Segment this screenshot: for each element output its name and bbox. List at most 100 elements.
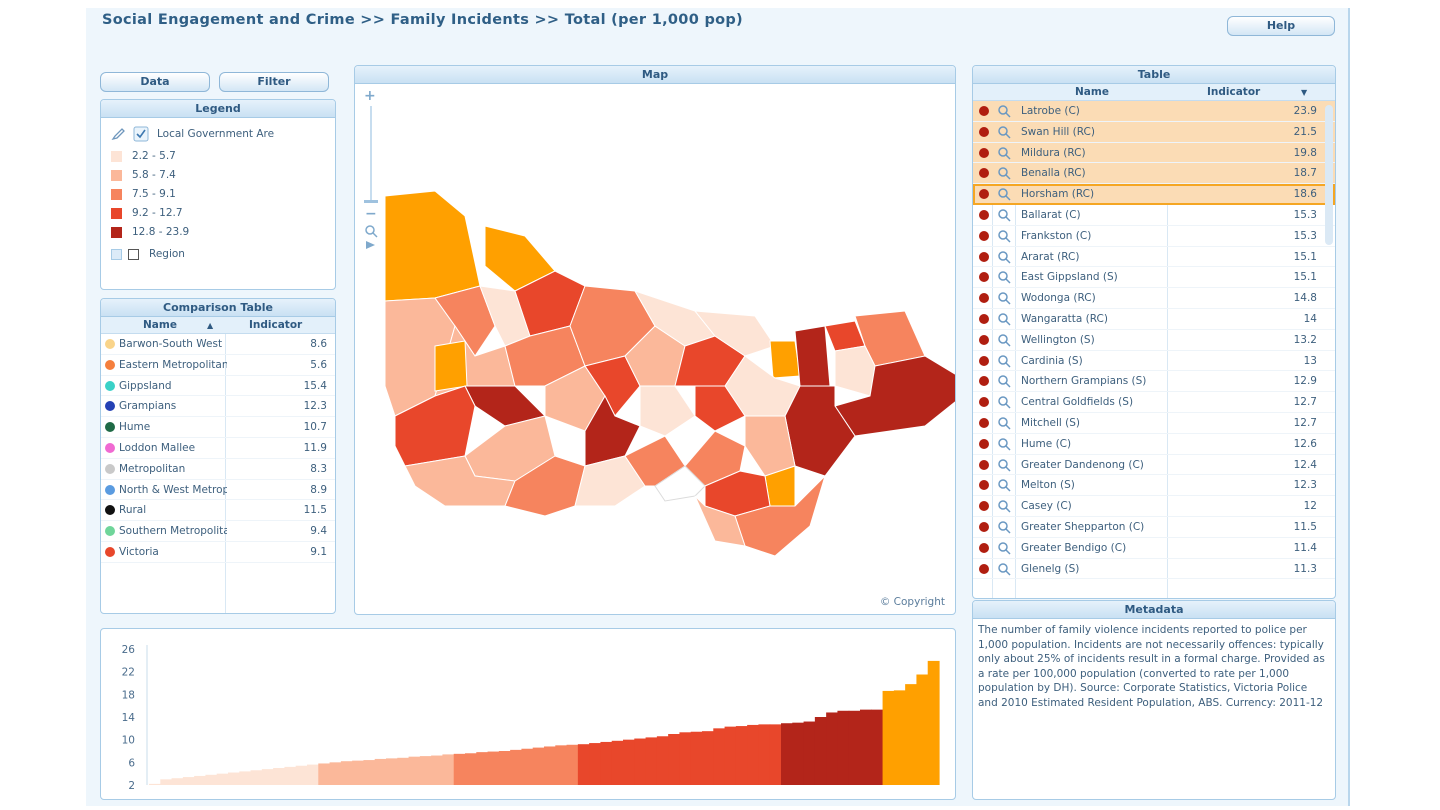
zoom-to-icon[interactable]: [997, 125, 1011, 139]
comparison-row[interactable]: Eastern Metropolitan 5.6: [101, 355, 335, 376]
chart-bar[interactable]: [656, 736, 669, 785]
chart-bar[interactable]: [668, 734, 681, 785]
chart-bar[interactable]: [747, 724, 760, 785]
zoom-to-icon[interactable]: [997, 208, 1011, 222]
zoom-to-icon[interactable]: [997, 312, 1011, 326]
table-row[interactable]: Horsham (RC) 18.6: [973, 184, 1335, 205]
chart-bar[interactable]: [228, 772, 240, 785]
chart-bar[interactable]: [758, 724, 771, 785]
zoom-to-icon[interactable]: [997, 229, 1011, 243]
chart-bar[interactable]: [521, 748, 534, 785]
zoom-to-icon[interactable]: [997, 478, 1011, 492]
chart-bar[interactable]: [690, 731, 703, 785]
comparison-row[interactable]: Hume 10.7: [101, 417, 335, 438]
table-row[interactable]: Casey (C) 12: [973, 496, 1335, 517]
zoom-to-icon[interactable]: [997, 541, 1011, 555]
chart-bar[interactable]: [340, 761, 353, 785]
map-region-central-3[interactable]: [639, 385, 696, 437]
chart-bar[interactable]: [442, 754, 455, 785]
chart-bar[interactable]: [419, 756, 432, 785]
map-region-wangaratta[interactable]: [794, 325, 831, 387]
chart-bar[interactable]: [814, 717, 827, 785]
chart-bar[interactable]: [826, 712, 839, 785]
table-row[interactable]: Mitchell (S) 12.7: [973, 413, 1335, 434]
chart-bar[interactable]: [724, 726, 737, 785]
table-row[interactable]: Latrobe (C) 23.9: [973, 101, 1335, 122]
map-region-central-4[interactable]: [574, 455, 646, 507]
table-row[interactable]: Frankston (C) 15.3: [973, 226, 1335, 247]
chart-bar[interactable]: [735, 726, 748, 785]
map-region-port-phillip[interactable]: [654, 465, 706, 502]
victoria-map[interactable]: [355, 86, 955, 606]
table-row[interactable]: Greater Dandenong (C) 12.4: [973, 455, 1335, 476]
map-region-alpine[interactable]: [834, 345, 876, 397]
chart-bar[interactable]: [250, 770, 263, 785]
pan-arrow-icon[interactable]: [365, 240, 377, 250]
zoom-to-icon[interactable]: [997, 562, 1011, 576]
map-copyright[interactable]: © Copyright: [879, 596, 945, 608]
comparison-row[interactable]: Victoria 9.1: [101, 542, 335, 563]
chart-bar[interactable]: [577, 744, 590, 785]
zoom-search-icon[interactable]: [364, 224, 378, 238]
zoom-to-icon[interactable]: [997, 333, 1011, 347]
chart-bar[interactable]: [329, 762, 342, 785]
chart-bar[interactable]: [318, 763, 331, 785]
table-row[interactable]: Swan Hill (RC) 21.5: [973, 121, 1335, 143]
comparison-row[interactable]: North & West Metropolitan 8.9: [101, 480, 335, 501]
zoom-to-icon[interactable]: [997, 416, 1011, 430]
map-region-horsham[interactable]: [434, 340, 468, 392]
table-row[interactable]: Benalla (RC) 18.7: [973, 163, 1335, 185]
chart-bar[interactable]: [679, 732, 692, 785]
chart-bar[interactable]: [905, 684, 918, 785]
table-row[interactable]: Greater Shepparton (C) 11.5: [973, 517, 1335, 538]
layer-checkbox[interactable]: [133, 126, 149, 142]
chart-bar[interactable]: [803, 721, 816, 785]
chart-bar[interactable]: [408, 756, 421, 785]
chart-bar[interactable]: [600, 741, 613, 785]
comparison-row[interactable]: Rural 11.5: [101, 500, 335, 522]
zoom-to-icon[interactable]: [997, 437, 1011, 451]
table-row[interactable]: East Gippsland (S) 15.1: [973, 267, 1335, 289]
zoom-to-icon[interactable]: [997, 354, 1011, 368]
chart-bar[interactable]: [284, 766, 297, 785]
comparison-row[interactable]: Southern Metropolitan 9.4: [101, 521, 335, 542]
chart-bar[interactable]: [916, 674, 929, 786]
chart-bar[interactable]: [589, 743, 602, 785]
zoom-in-icon[interactable]: +: [364, 88, 376, 104]
chart-bar[interactable]: [634, 738, 647, 785]
zoom-to-icon[interactable]: [997, 166, 1011, 180]
table-row[interactable]: Cardinia (S) 13: [973, 351, 1335, 372]
chart-bar[interactable]: [544, 746, 556, 785]
chart-bar[interactable]: [453, 753, 466, 785]
chart-bar[interactable]: [307, 764, 319, 785]
chart-bar[interactable]: [893, 690, 906, 785]
sort-asc-icon[interactable]: ▲: [207, 321, 214, 330]
chart-bar[interactable]: [216, 773, 229, 785]
map-region-nw-2[interactable]: [434, 285, 496, 357]
zoom-to-icon[interactable]: [997, 146, 1011, 160]
chart-bar[interactable]: [487, 751, 500, 785]
zoom-to-icon[interactable]: [997, 520, 1011, 534]
chart-bar[interactable]: [566, 744, 579, 785]
chart-bar[interactable]: [498, 751, 511, 785]
zoom-to-icon[interactable]: [997, 187, 1011, 201]
map-region-south-gippsland[interactable]: [734, 475, 826, 557]
map-region-east-gippsland[interactable]: [834, 355, 955, 437]
map-region-central-2[interactable]: [584, 355, 641, 417]
filter-button[interactable]: Filter: [219, 72, 329, 92]
chart-bar[interactable]: [510, 749, 523, 785]
table-row[interactable]: Wodonga (RC) 14.8: [973, 288, 1335, 309]
chart-bar[interactable]: [769, 724, 782, 785]
comparison-col-name[interactable]: Name: [143, 319, 177, 331]
chart-bar[interactable]: [837, 710, 850, 785]
zoom-to-icon[interactable]: [997, 374, 1011, 388]
chart-bar[interactable]: [352, 760, 365, 785]
map-region-mitchell[interactable]: [694, 385, 746, 432]
table-scrollbar[interactable]: [1325, 105, 1333, 245]
chart-bar[interactable]: [713, 728, 726, 785]
zoom-to-icon[interactable]: [997, 270, 1011, 284]
chart-bar[interactable]: [363, 760, 376, 785]
map-region-wellington[interactable]: [784, 385, 856, 477]
comparison-row[interactable]: Grampians 12.3: [101, 396, 335, 418]
chart-bar[interactable]: [871, 709, 884, 785]
